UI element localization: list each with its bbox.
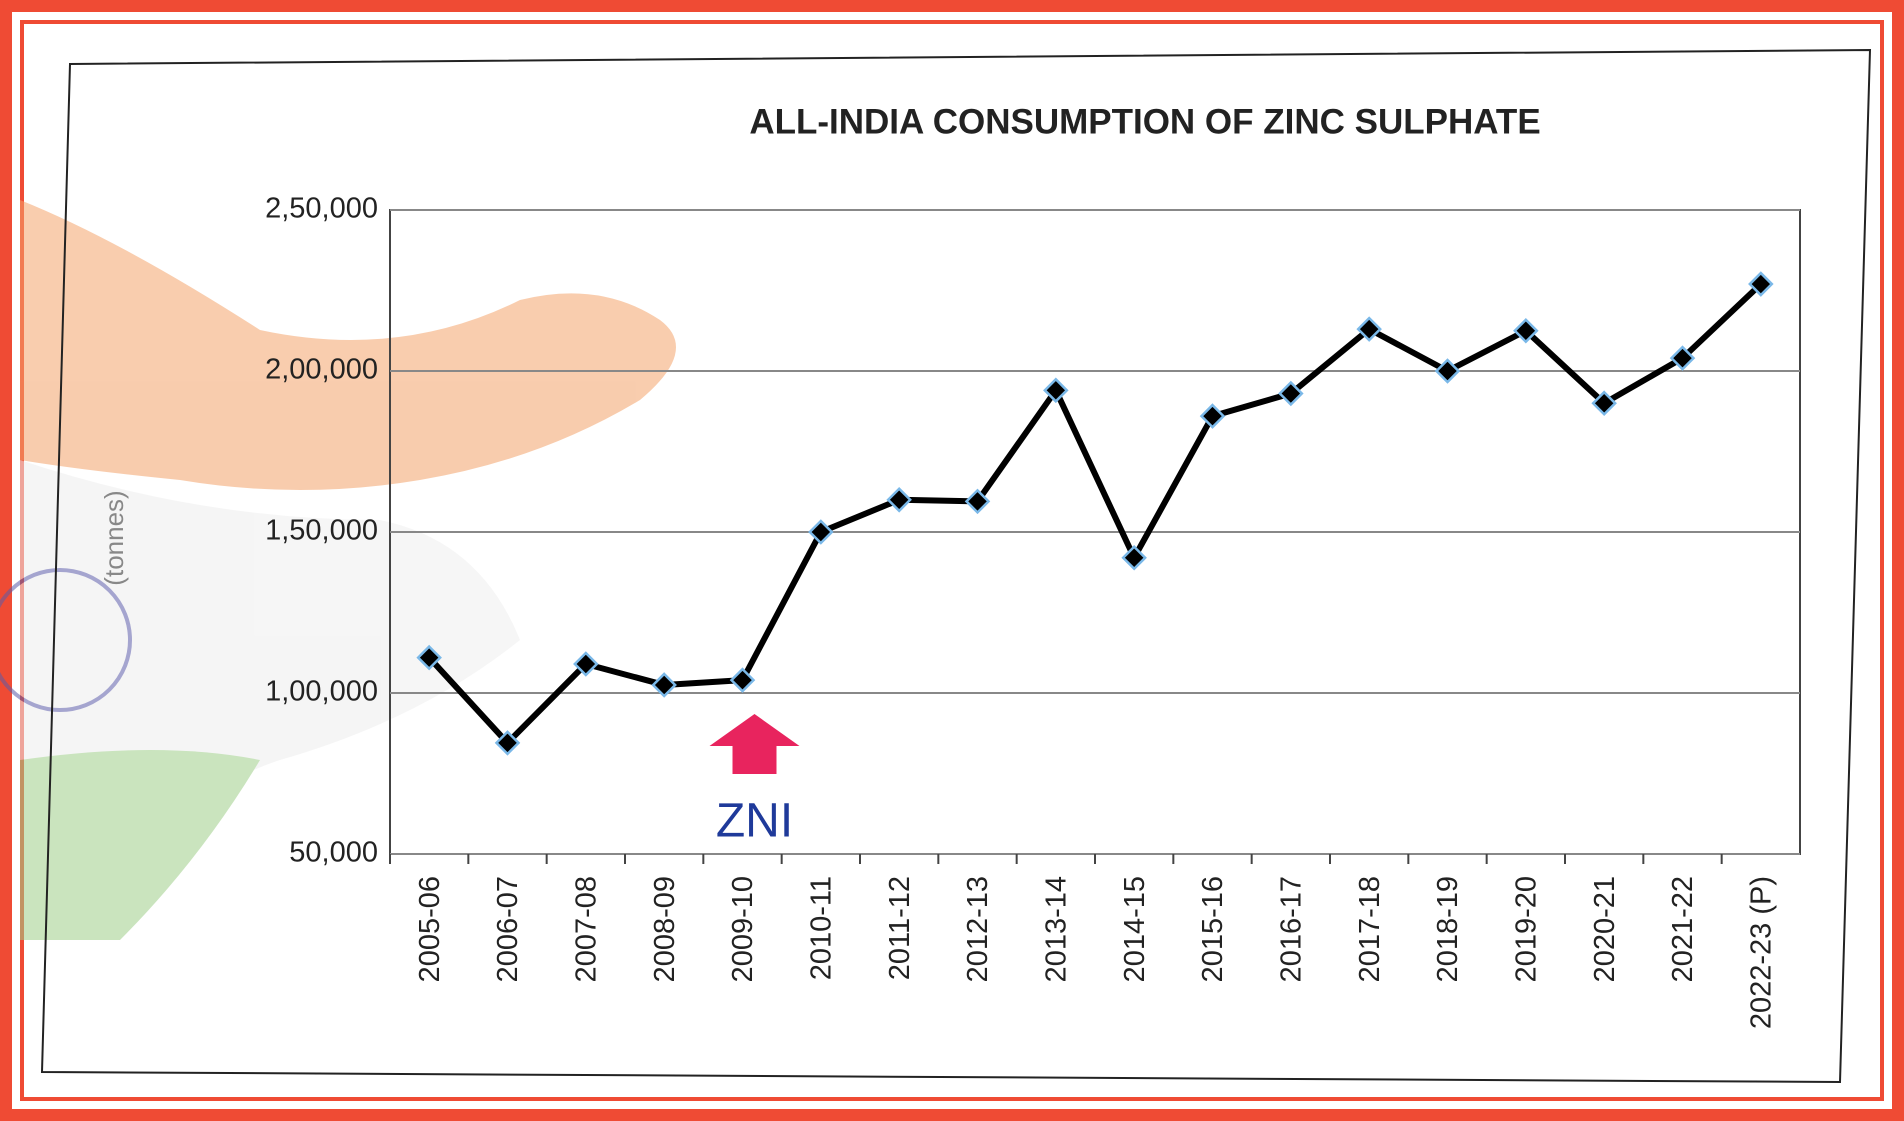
- x-tick-label: 2010-11: [805, 876, 837, 980]
- data-point: [573, 651, 599, 677]
- map-background: [0, 200, 676, 940]
- x-tick-label: 2015-16: [1197, 876, 1229, 982]
- data-point: [1513, 317, 1539, 344]
- x-tick-label: 2006-07: [492, 876, 524, 982]
- data-point: [1043, 377, 1069, 404]
- data-point: [1278, 380, 1304, 407]
- data-point: [651, 672, 677, 698]
- data-point: [729, 667, 756, 693]
- x-tick-label: 2019-20: [1510, 876, 1542, 982]
- x-tick-label: 2011-12: [884, 876, 916, 980]
- series-line: [426, 281, 1763, 746]
- x-tick-label: 2013-14: [1040, 876, 1072, 982]
- chart-title: ALL-INDIA CONSUMPTION OF ZINC SULPHATE: [749, 102, 1540, 141]
- x-tick-label: 2016-17: [1275, 876, 1307, 982]
- y-tick-label: 2,00,000: [265, 354, 378, 386]
- x-tick-label: 2022-23 (P): [1745, 876, 1777, 1029]
- x-tick-label: 2014-15: [1119, 876, 1151, 982]
- x-tick-label: 2012-13: [962, 876, 994, 982]
- y-tick-label: 1,00,000: [265, 676, 378, 708]
- data-point: [1356, 316, 1382, 342]
- data-point: [1199, 403, 1226, 429]
- y-tick-label: 50,000: [289, 837, 378, 869]
- x-tick-label: 2007-08: [570, 876, 602, 982]
- y-tick-label: 2,50,000: [265, 193, 378, 225]
- data-point: [494, 730, 521, 756]
- data-point: [416, 644, 442, 671]
- data-point: [1591, 390, 1617, 416]
- y-axis-label: (tonnes): [99, 490, 129, 585]
- data-point: [808, 519, 834, 545]
- data-point: [964, 488, 991, 515]
- data-point: [1669, 345, 1696, 371]
- data-point: [886, 487, 912, 513]
- paper-border: [40, 48, 1872, 1084]
- data-point: [1434, 358, 1461, 384]
- data-point: [1121, 544, 1147, 571]
- annotation-text: ZNI: [716, 795, 793, 848]
- x-tick-label: 2020-21: [1589, 876, 1621, 982]
- x-tick-label: 2021-22: [1667, 876, 1699, 982]
- x-tick-label: 2008-09: [649, 876, 681, 982]
- data-point: [1748, 271, 1774, 297]
- x-tick-label: 2009-10: [727, 876, 759, 982]
- x-tick-label: 2017-18: [1354, 876, 1386, 982]
- annotation-arrow: [709, 714, 800, 774]
- x-tick-label: 2005-06: [414, 876, 446, 982]
- x-tick-label: 2018-19: [1432, 876, 1464, 982]
- y-tick-label: 1,50,000: [265, 515, 378, 547]
